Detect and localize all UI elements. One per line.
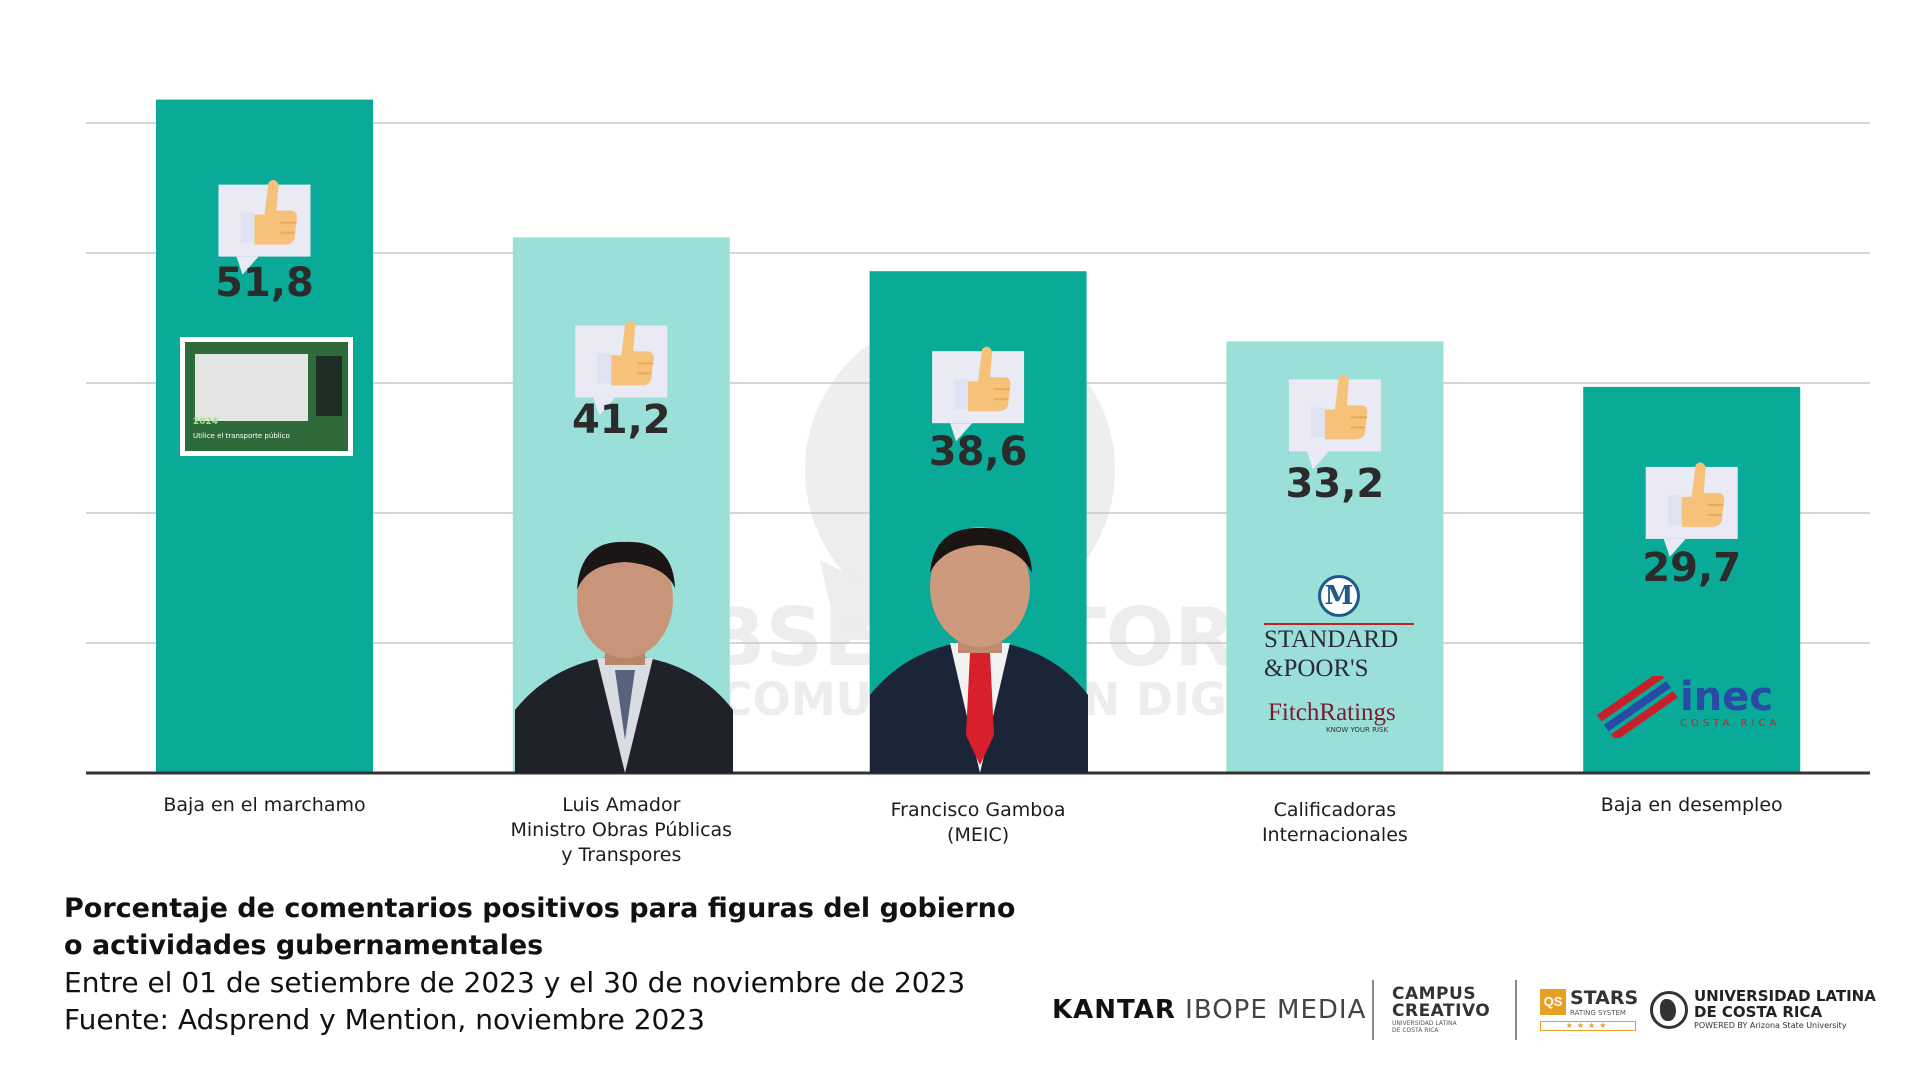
- globe-icon: [1650, 991, 1688, 1029]
- value-label-4: 33,2: [1285, 461, 1385, 508]
- inec-name: inec: [1680, 674, 1774, 720]
- category-label-5: Baja en desempleo: [1542, 793, 1842, 818]
- fitch-logo: FitchRatings KNOW YOUR RISK: [1268, 699, 1418, 735]
- standard-poors-logo: STANDARD &POOR'S: [1264, 623, 1414, 683]
- category-label-line: Luis Amador: [562, 794, 681, 816]
- category-label-1: Baja en el marchamo: [115, 793, 415, 818]
- fitch-name: FitchRatings: [1268, 699, 1396, 726]
- ulatina-line2: DE COSTA RICA: [1694, 1003, 1823, 1021]
- kantar-ibope-logo: KANTAR IBOPE MEDIA: [1052, 975, 1366, 1045]
- inec-country: COSTA RICA: [1680, 718, 1781, 729]
- value-label-5: 29,7: [1642, 544, 1742, 591]
- ulatina-logo: UNIVERSIDAD LATINA DE COSTA RICA POWERED…: [1650, 975, 1876, 1045]
- qs-star-bar: ★★★★: [1540, 1021, 1636, 1031]
- category-label-line: Francisco Gamboa: [890, 799, 1066, 821]
- chart-title-line2: o actividades gubernamentales: [64, 930, 544, 961]
- ulatina-powered: POWERED BY Arizona State University: [1694, 1021, 1847, 1030]
- campus-line1: CAMPUS: [1392, 984, 1477, 1004]
- category-label-line: Ministro Obras Públicas: [510, 819, 733, 841]
- qs-box: QS: [1540, 989, 1566, 1015]
- campus-small: UNIVERSIDAD LATINA DE COSTA RICA: [1392, 1020, 1457, 1034]
- thumbs-up-icon: [1645, 462, 1738, 557]
- campus-creativo-logo: CAMPUS CREATIVO UNIVERSIDAD LATINA DE CO…: [1392, 975, 1490, 1045]
- category-label-line: Internacionales: [1261, 824, 1408, 846]
- moodys-letter: M: [1324, 581, 1354, 611]
- luis-amador-photo: [515, 541, 733, 773]
- category-label-line: Baja en desempleo: [1600, 794, 1783, 816]
- value-label-1: 51,8: [215, 259, 314, 306]
- qs-stars-logo: QS STARS RATING SYSTEM ★★★★: [1540, 975, 1639, 1045]
- category-label-line: (MEIC): [947, 824, 1010, 846]
- ibope-media-word: IBOPE MEDIA: [1185, 995, 1367, 1025]
- qs-stars-word: STARS: [1570, 987, 1639, 1009]
- fitch-tagline: KNOW YOUR RISK: [1326, 726, 1389, 734]
- footer-divider-1: [1372, 980, 1374, 1040]
- chart-source: Fuente: Adsprend y Mention, noviembre 20…: [64, 1003, 705, 1036]
- thumbs-up-icon: [1288, 374, 1381, 470]
- category-label-line: y Transpores: [561, 844, 682, 866]
- ulatina-line1: UNIVERSIDAD LATINA: [1694, 987, 1876, 1005]
- chart-caption: Porcentaje de comentarios positivos para…: [64, 890, 1044, 1038]
- kantar-word: KANTAR: [1052, 995, 1176, 1025]
- francisco-gamboa-photo: [870, 527, 1088, 773]
- category-label-line: Baja en el marchamo: [163, 794, 366, 816]
- category-label-2: Luis Amador Ministro Obras Públicas y Tran…: [471, 793, 771, 868]
- thumbs-up-icon: [575, 320, 668, 416]
- value-label-3: 38,6: [928, 429, 1028, 476]
- thumbs-up-icon: [932, 346, 1025, 442]
- thumbs-up-icon: [218, 180, 311, 275]
- category-label-4: Calificadoras Internacionales: [1185, 798, 1485, 848]
- qs-rating-system: RATING SYSTEM: [1570, 1009, 1626, 1017]
- inec-logo-mark: [1597, 676, 1678, 738]
- marchamo-year: 2024: [193, 417, 219, 427]
- marchamo-caption: Utilice el transporte público: [193, 432, 290, 440]
- sp-line2: &POOR'S: [1264, 655, 1369, 682]
- thumbs-up-icons: [218, 180, 1738, 557]
- value-label-2: 41,2: [571, 397, 671, 444]
- chart-title-line1: Porcentaje de comentarios positivos para…: [64, 893, 1016, 924]
- category-label-line: Calificadoras: [1273, 799, 1397, 821]
- sp-line1: STANDARD: [1264, 623, 1414, 654]
- category-label-3: Francisco Gamboa (MEIC): [828, 798, 1128, 848]
- moodys-logo: M: [1318, 575, 1360, 617]
- footer-divider-2: [1515, 980, 1517, 1040]
- marchamo-image: 2024 Utilice el transporte público: [180, 337, 353, 456]
- campus-line2: CREATIVO: [1392, 1001, 1491, 1021]
- inec-logo-text: inec COSTA RICA: [1680, 676, 1790, 729]
- chart-date-range: Entre el 01 de setiembre de 2023 y el 30…: [64, 966, 966, 999]
